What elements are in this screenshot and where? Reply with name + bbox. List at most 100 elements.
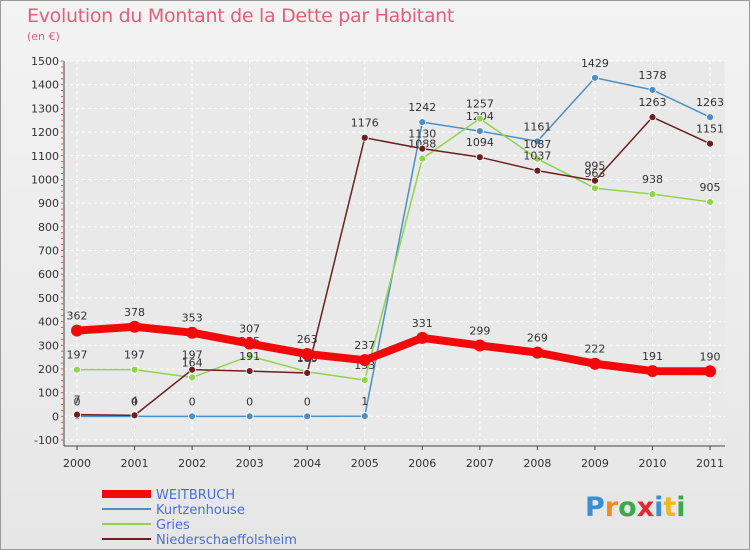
legend-label: WEITBRUCH: [156, 488, 235, 503]
data-label: 1094: [466, 136, 494, 149]
y-tick-label: 800: [38, 221, 59, 234]
data-label: 1257: [466, 98, 494, 111]
y-tick-label: 600: [38, 268, 59, 281]
data-point: [591, 73, 599, 82]
y-tick-label: 1400: [31, 79, 59, 92]
y-tick-label: 1100: [31, 150, 59, 163]
x-tick-label: 2003: [236, 457, 264, 470]
data-point: [648, 113, 657, 122]
data-point: [591, 184, 599, 193]
data-point: [475, 114, 484, 123]
x-tick-label: 2002: [178, 457, 206, 470]
y-tick-label: 700: [38, 245, 59, 258]
x-tick-label: 2006: [408, 457, 436, 470]
data-point: [130, 411, 139, 420]
data-point: [360, 376, 369, 384]
data-point: [591, 176, 599, 185]
y-tick-label: 0: [52, 410, 59, 423]
data-label: 299: [469, 324, 490, 337]
data-label: 1378: [639, 69, 667, 82]
brand-logo: Proxiti: [585, 492, 686, 523]
brand-letter: i: [654, 492, 664, 523]
legend-label: Kurtzenhouse: [156, 503, 245, 518]
data-label: 1: [361, 395, 368, 408]
brand-letter: i: [676, 492, 686, 523]
data-label: 938: [642, 173, 663, 186]
x-tick-label: 2005: [351, 457, 379, 470]
data-label: 995: [584, 160, 605, 173]
data-label: 1242: [408, 101, 436, 114]
data-point: [531, 346, 544, 359]
data-label: 237: [354, 339, 375, 352]
x-tick-label: 2008: [523, 457, 551, 470]
data-label: 222: [584, 343, 605, 356]
data-point: [706, 198, 714, 206]
brand-letter: x: [636, 492, 655, 523]
data-label: 1176: [351, 117, 379, 130]
data-label: 1161: [523, 120, 551, 133]
data-point: [706, 113, 714, 122]
data-point: [533, 154, 542, 163]
data-point: [188, 373, 197, 382]
data-point: [243, 337, 256, 350]
x-tick-label: 2010: [639, 457, 667, 470]
y-tick-label: 1000: [31, 173, 59, 186]
brand-letter: r: [604, 492, 619, 523]
data-label: 0: [189, 395, 196, 408]
data-point: [73, 365, 81, 374]
data-label: 269: [527, 332, 548, 345]
data-label: 191: [239, 350, 260, 363]
data-label: 197: [182, 349, 203, 362]
x-tick-label: 2004: [293, 457, 321, 470]
data-point: [533, 166, 542, 175]
data-label: 353: [182, 312, 203, 325]
y-tick-label: 1500: [31, 55, 59, 68]
data-label: 7: [74, 394, 81, 407]
data-point: [360, 133, 369, 142]
brand-letter: t: [663, 492, 677, 523]
data-point: [128, 320, 141, 333]
data-point: [245, 367, 254, 375]
data-label: 307: [239, 323, 260, 336]
data-label: 378: [124, 306, 145, 319]
data-label: 905: [700, 181, 721, 194]
data-point: [418, 154, 427, 163]
data-point: [648, 190, 657, 199]
y-tick-label: 1300: [31, 102, 59, 115]
data-point: [188, 412, 197, 421]
data-label: 191: [642, 350, 663, 363]
data-label: 963: [584, 167, 605, 180]
brand-letter: o: [618, 492, 637, 523]
data-point: [475, 127, 484, 136]
x-tick-label: 2007: [466, 457, 494, 470]
data-point: [646, 365, 659, 378]
data-point: [648, 85, 657, 94]
data-label: 362: [67, 310, 88, 323]
data-point: [704, 365, 717, 378]
data-point: [473, 339, 486, 352]
data-point: [186, 326, 199, 339]
x-tick-label: 2000: [63, 457, 91, 470]
x-tick-label: 2011: [696, 457, 724, 470]
y-tick-label: 200: [38, 363, 59, 376]
data-point: [475, 153, 484, 162]
data-point: [73, 410, 81, 419]
y-tick-label: 400: [38, 316, 59, 329]
data-label: 263: [297, 333, 318, 346]
series-line-weitbruch: [73, 322, 715, 376]
data-label: 164: [182, 356, 203, 369]
data-point: [418, 144, 427, 153]
y-tick-label: 300: [38, 339, 59, 352]
data-label: 190: [700, 350, 721, 363]
data-point: [130, 365, 139, 374]
data-point: [245, 412, 254, 421]
data-point: [245, 352, 254, 360]
data-label: 0: [74, 395, 81, 408]
data-point: [303, 412, 312, 421]
data-label: 1263: [696, 96, 724, 109]
x-tick-label: 2009: [581, 457, 609, 470]
data-label: 0: [131, 395, 138, 408]
data-point: [588, 357, 601, 370]
